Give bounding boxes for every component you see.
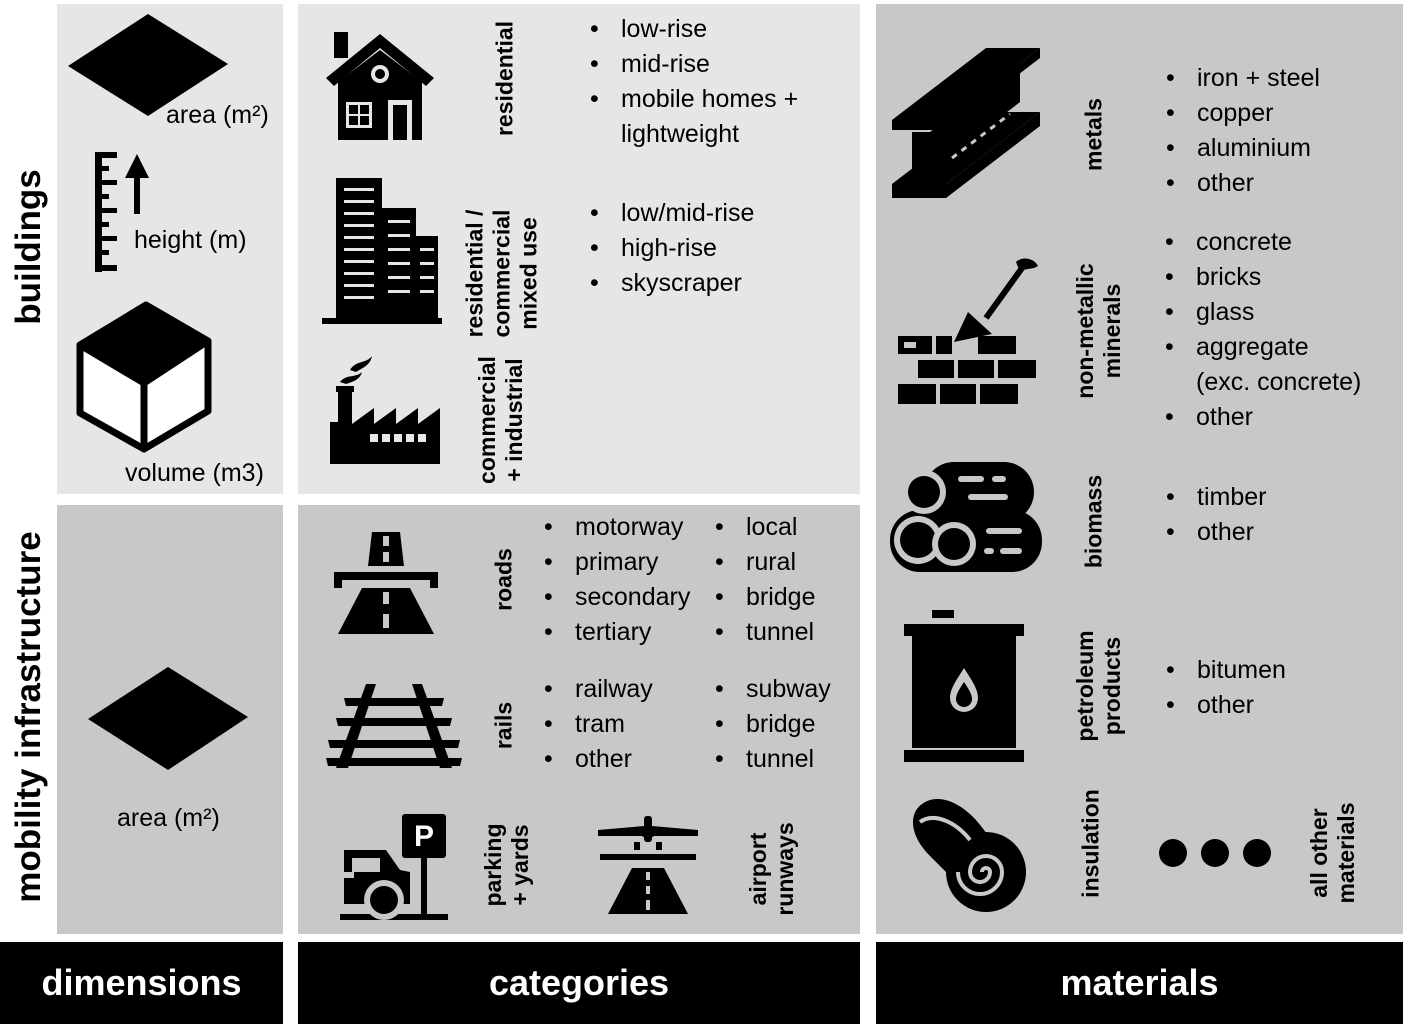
list-item: glass: [1165, 295, 1361, 330]
parking-label-line: parking: [480, 823, 506, 907]
list-item: other: [1166, 166, 1320, 201]
residential-list: low-rise mid-rise mobile homes + lightwe…: [590, 12, 798, 152]
list-item: bitumen: [1166, 653, 1286, 688]
list-item: other: [1165, 400, 1361, 435]
non-metallic-list: concrete bricks glass aggregate (exc. co…: [1165, 225, 1361, 435]
list-item: copper: [1166, 96, 1320, 131]
parking-label: parking + yards: [480, 805, 534, 925]
list-item: mid-rise: [590, 47, 798, 82]
mobility-area-label: area (m²): [117, 804, 220, 832]
logs-icon: [890, 462, 1042, 572]
footer-materials-label: materials: [1060, 962, 1219, 1003]
list-item: low-rise: [590, 12, 798, 47]
area-icon: [68, 14, 228, 116]
other-materials-label: all other materials: [1306, 793, 1360, 913]
rails-list-2: subway bridge tunnel: [715, 672, 831, 777]
factory-icon: [330, 356, 440, 464]
parking-icon: [340, 814, 448, 920]
petroleum-label-line: petroleum: [1072, 630, 1098, 742]
list-item: lightweight: [621, 120, 740, 148]
list-item: iron + steel: [1166, 61, 1320, 96]
list-item: aluminium: [1166, 131, 1320, 166]
rails-icon: [326, 684, 462, 768]
insulation-label: insulation: [1077, 789, 1104, 898]
list-item: tertiary: [544, 615, 690, 650]
residential-label: residential: [491, 20, 518, 137]
mobility-area-icon: [88, 667, 248, 770]
skyscraper-icon: [322, 178, 442, 324]
other-materials-label-line: all other: [1306, 808, 1332, 898]
biomass-list: timber other: [1166, 480, 1266, 550]
roads-list-2: local rural bridge tunnel: [715, 510, 816, 650]
list-item: bridge: [715, 580, 816, 615]
list-item: railway: [544, 672, 653, 707]
volume-label: volume (m3): [125, 459, 264, 487]
commercial-label-line: commercial: [474, 356, 500, 484]
rails-list-1: railway tram other: [544, 672, 653, 777]
list-item: tram: [544, 707, 653, 742]
metals-list: iron + steel copper aluminium other: [1166, 61, 1320, 201]
list-item: (exc. concrete): [1196, 368, 1362, 396]
airport-label-line: airport: [745, 832, 771, 906]
petroleum-label-line: products: [1099, 636, 1125, 736]
list-item: subway: [715, 672, 831, 707]
airport-runway-icon: [598, 816, 698, 914]
list-item: bridge: [715, 707, 831, 742]
non-metallic-label: non-metallic minerals: [1072, 251, 1126, 411]
volume-cube-icon: [76, 301, 212, 453]
footer-materials: materials: [876, 942, 1403, 1024]
bricks-trowel-icon: [898, 258, 1038, 404]
list-item: other: [1166, 688, 1286, 723]
roads-label: roads: [490, 548, 517, 611]
list-item: high-rise: [590, 231, 754, 266]
list-item: bricks: [1165, 260, 1361, 295]
height-ruler-icon: [95, 152, 149, 272]
area-label: area (m²): [166, 101, 269, 129]
list-item: other: [544, 742, 653, 777]
ellipsis-icon: [1159, 839, 1271, 867]
list-item: aggregate: [1165, 330, 1361, 365]
parking-label-line: + yards: [507, 824, 533, 906]
airport-label: airport runways: [745, 809, 799, 929]
petroleum-list: bitumen other: [1166, 653, 1286, 723]
non-metallic-label-line: minerals: [1099, 283, 1125, 379]
row-label-buildings: buildings: [9, 169, 48, 325]
list-item: tunnel: [715, 615, 816, 650]
petroleum-label: petroleum products: [1072, 611, 1126, 761]
parking-sign: P: [413, 820, 434, 853]
list-item: local: [715, 510, 816, 545]
i-beam-icon: [892, 48, 1040, 198]
road-icon: [334, 532, 438, 634]
roads-list-1: motorway primary secondary tertiary: [544, 510, 690, 650]
biomass-label: biomass: [1080, 474, 1107, 569]
list-item: low/mid-rise: [590, 196, 754, 231]
footer-categories: categories: [298, 942, 860, 1024]
airport-label-line: runways: [772, 822, 798, 916]
list-item: rural: [715, 545, 816, 580]
row-label-mobility: mobility infrastructure: [9, 531, 48, 903]
non-metallic-label-line: non-metallic: [1072, 263, 1098, 399]
footer-dimensions-label: dimensions: [41, 962, 242, 1003]
insulation-roll-icon: [912, 799, 1026, 912]
commercial-label-line: + industrial: [501, 358, 527, 482]
list-item: primary: [544, 545, 690, 580]
height-label: height (m): [134, 226, 247, 254]
mixed-use-list: low/mid-rise high-rise skyscraper: [590, 196, 754, 301]
other-materials-label-line: materials: [1333, 802, 1359, 904]
list-item: timber: [1166, 480, 1266, 515]
list-item: secondary: [544, 580, 690, 615]
oil-barrel-icon: [904, 610, 1024, 762]
footer-dimensions: dimensions: [0, 942, 283, 1024]
footer-categories-label: categories: [488, 962, 670, 1003]
list-item: tunnel: [715, 742, 831, 777]
metals-label: metals: [1080, 98, 1107, 171]
list-item: mobile homes +: [590, 82, 798, 117]
list-item: other: [1166, 515, 1266, 550]
rails-label: rails: [490, 701, 517, 750]
commercial-label: commercial + industrial: [474, 345, 528, 495]
house-icon: [326, 32, 434, 140]
list-item: concrete: [1165, 225, 1361, 260]
list-item: motorway: [544, 510, 690, 545]
list-item: skyscraper: [590, 266, 754, 301]
